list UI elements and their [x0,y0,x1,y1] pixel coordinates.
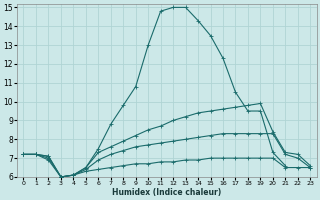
X-axis label: Humidex (Indice chaleur): Humidex (Indice chaleur) [112,188,221,197]
